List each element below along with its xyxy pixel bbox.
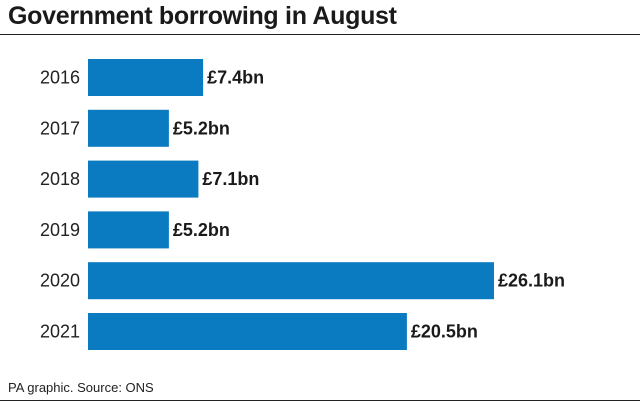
value-label-2020: £26.1bn — [498, 271, 565, 291]
bars-group — [88, 59, 494, 350]
category-label-2016: 2016 — [40, 68, 80, 88]
bar-2016 — [88, 59, 204, 96]
value-label-2019: £5.2bn — [173, 220, 230, 240]
bar-2019 — [88, 211, 169, 249]
value-labels-group: £7.4bn £5.2bn £7.1bn £5.2bn £26.1bn £20.5bn — [173, 68, 565, 342]
value-label-2018: £7.1bn — [202, 169, 259, 189]
bar-2018 — [88, 160, 199, 198]
chart-title: Government borrowing in August — [8, 2, 397, 30]
title-divider — [0, 34, 640, 35]
bar-2021 — [88, 313, 407, 350]
category-label-2017: 2017 — [40, 118, 80, 138]
category-label-2021: 2021 — [40, 322, 80, 342]
value-label-2021: £20.5bn — [411, 322, 478, 342]
value-label-2017: £5.2bn — [173, 118, 230, 138]
bottom-divider — [0, 400, 640, 401]
category-labels-group: 2016 2017 2018 2019 2020 2021 — [40, 68, 80, 342]
source-note: PA graphic. Source: ONS — [8, 380, 154, 395]
category-label-2019: 2019 — [40, 220, 80, 240]
category-label-2018: 2018 — [40, 169, 80, 189]
bar-2017 — [88, 109, 169, 147]
bar-2020 — [88, 262, 494, 300]
value-label-2016: £7.4bn — [207, 68, 264, 88]
category-label-2020: 2020 — [40, 271, 80, 291]
